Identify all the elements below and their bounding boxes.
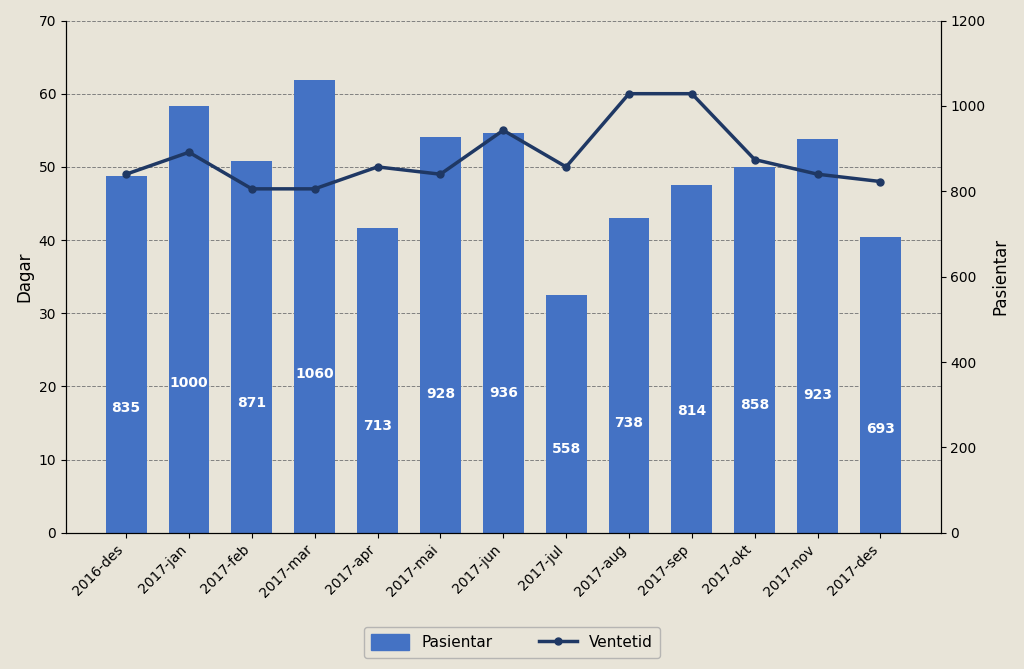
Legend: Pasientar, Ventetid: Pasientar, Ventetid: [364, 627, 660, 658]
Bar: [672, 185, 713, 533]
Ventetid: [434, 170, 446, 178]
Text: 713: 713: [364, 419, 392, 434]
Bar: [797, 138, 838, 533]
Text: 693: 693: [866, 422, 895, 436]
Bar: [357, 228, 398, 533]
Ventetid: [874, 177, 887, 185]
Text: 936: 936: [488, 386, 518, 400]
Bar: [231, 161, 272, 533]
Bar: [105, 177, 146, 533]
Bar: [420, 136, 461, 533]
Ventetid: [372, 163, 384, 171]
Text: 1000: 1000: [170, 377, 208, 391]
Text: 923: 923: [803, 388, 833, 402]
Bar: [294, 80, 335, 533]
Bar: [169, 106, 209, 533]
Bar: [546, 294, 587, 533]
Ventetid: [183, 149, 196, 157]
Bar: [608, 218, 649, 533]
Bar: [860, 237, 901, 533]
Ventetid: [120, 170, 132, 178]
Y-axis label: Pasientar: Pasientar: [991, 238, 1009, 315]
Ventetid: [749, 156, 761, 164]
Bar: [483, 133, 523, 533]
Ventetid: [686, 90, 698, 98]
Ventetid: [560, 163, 572, 171]
Ventetid: [811, 170, 823, 178]
Text: 1060: 1060: [295, 367, 334, 381]
Line: Ventetid: Ventetid: [123, 90, 884, 192]
Text: 871: 871: [238, 395, 266, 409]
Y-axis label: Dagar: Dagar: [15, 252, 33, 302]
Text: 835: 835: [112, 401, 140, 415]
Bar: [734, 167, 775, 533]
Ventetid: [246, 185, 258, 193]
Text: 858: 858: [740, 397, 769, 411]
Ventetid: [308, 185, 321, 193]
Text: 814: 814: [677, 404, 707, 418]
Ventetid: [497, 126, 509, 134]
Ventetid: [623, 90, 635, 98]
Text: 738: 738: [614, 415, 643, 429]
Text: 558: 558: [552, 442, 581, 456]
Text: 928: 928: [426, 387, 455, 401]
